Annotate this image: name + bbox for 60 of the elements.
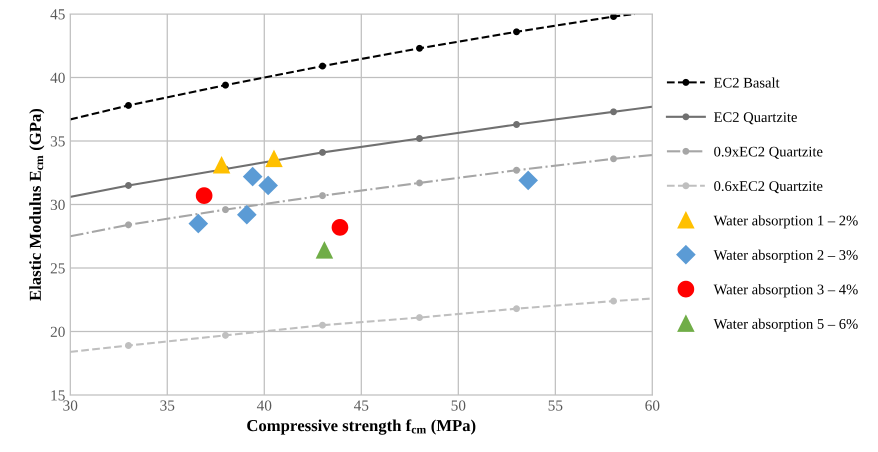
y-tick-label: 25: [50, 263, 65, 274]
point: [518, 170, 538, 190]
legend-label: Water absorption 3 – 4%: [714, 284, 858, 298]
point: [124, 221, 132, 228]
legend-label: Water absorption 5 – 6%: [714, 318, 858, 332]
point: [237, 205, 256, 224]
legend-label: Water absorption 1 – 2%: [714, 215, 858, 228]
x-tick-label: 35: [160, 400, 174, 411]
point: [243, 167, 262, 186]
point: [316, 242, 333, 259]
point: [319, 192, 326, 200]
point: [319, 148, 326, 156]
point: [213, 156, 230, 174]
legend-label: EC2 Quartzite: [714, 112, 797, 124]
legend-label: 0.6xEC2 Quartzite: [714, 181, 822, 194]
point: [513, 28, 520, 36]
line-series: [70, 106, 652, 198]
point: [610, 155, 618, 162]
point: [416, 44, 423, 52]
y-tick-label: 15: [51, 390, 65, 400]
x-axis-title: Compressive strength f$_{cm}$ (MPa): [247, 419, 476, 435]
x-tick-label: 40: [256, 400, 272, 411]
point: [416, 135, 423, 142]
point: [610, 298, 618, 305]
legend-label: 0.9xEC2 Quartzite: [714, 146, 822, 159]
x-tick-label: 55: [548, 400, 562, 411]
point: [610, 14, 618, 20]
y-tick-label: 45: [50, 9, 65, 20]
point: [222, 206, 229, 214]
point: [188, 214, 208, 234]
x-tick-label: 50: [452, 400, 466, 411]
point: [513, 121, 520, 128]
y-tick-label: 35: [50, 136, 65, 146]
point: [332, 219, 348, 236]
point: [124, 182, 132, 189]
point: [610, 108, 618, 116]
point: [319, 322, 326, 329]
point: [513, 166, 520, 174]
point: [416, 314, 423, 322]
legend-label: Water absorption 2 – 3%: [714, 250, 858, 263]
point: [196, 187, 212, 204]
point: [258, 176, 278, 196]
y-tick-label: 40: [50, 72, 65, 83]
point: [319, 62, 326, 70]
line-series: [70, 14, 636, 120]
x-tick-label: 45: [354, 400, 368, 411]
line-series: [70, 154, 652, 238]
y-tick-label: 30: [50, 200, 65, 210]
legend-label: EC2 Basalt: [714, 77, 780, 88]
point: [124, 342, 132, 349]
x-tick-label: 30: [63, 400, 78, 411]
point: [513, 305, 520, 312]
point: [416, 179, 423, 186]
y-tick-label: 20: [50, 326, 65, 337]
y-axis-title: Elastic Modulus E$_{cm}$ (GPa): [29, 108, 44, 301]
point: [222, 82, 229, 89]
x-tick-label: 60: [645, 400, 660, 411]
point: [124, 102, 132, 109]
point: [266, 150, 282, 168]
point: [222, 332, 229, 339]
